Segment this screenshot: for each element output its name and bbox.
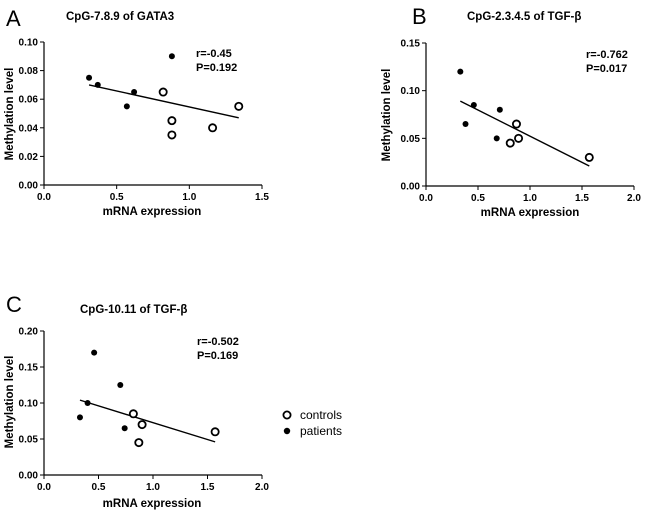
panel-c-ytick-label: 0.15 (19, 363, 39, 374)
panel-c-ylabel: Methylation level (4, 356, 16, 449)
panel-b-control-point (511, 119, 521, 129)
panel-a: A CpG-7.8.9 of GATA3 0.00 0.02 0.04 0.06 0.0… (4, 6, 269, 218)
panel-b-control-point (505, 138, 515, 148)
panel-c-patient-point (91, 349, 98, 356)
panel-b-regression-line (460, 100, 590, 167)
panel-c-ytick-label: 0.00 (19, 471, 39, 482)
legend: controls patients (282, 408, 342, 438)
panel-b-ytick-label: 0.10 (401, 86, 421, 97)
panel-c-xtick-label: 2.0 (255, 482, 269, 493)
panel-a-ytick-label: 0.08 (19, 66, 39, 77)
panel-b-xtick-label: 0.5 (471, 193, 485, 204)
panel-c-xlabel: mRNA expression (103, 498, 202, 510)
panel-a-patient-point (168, 53, 175, 60)
panel-b-xtick-label: 2.0 (627, 193, 641, 204)
panel-a-control-point (167, 116, 177, 126)
panel-a-p-value: P=0.192 (196, 62, 237, 74)
panel-a-xtick-label: 1.0 (182, 192, 196, 203)
panel-c-patient-point (76, 414, 83, 421)
panel-c-control-point (210, 427, 220, 437)
panel-b-xlabel: mRNA expression (481, 207, 580, 219)
panel-c-ytick-label: 0.05 (19, 435, 39, 446)
panel-a-ytick-label: 0.04 (19, 123, 39, 134)
panel-a-patient-point (131, 89, 138, 96)
panel-letter-b: B (412, 4, 427, 29)
panel-a-ytick-label: 0.10 (19, 38, 39, 49)
legend-controls-marker (282, 410, 292, 420)
panel-a-ytick-label: 0.00 (19, 181, 39, 192)
panel-b-patient-point (457, 68, 464, 75)
panel-a-xtick-label: 0.5 (110, 192, 124, 203)
legend-controls-label: controls (300, 408, 342, 422)
panel-c-patient-point (117, 382, 124, 388)
panel-c-control-point (128, 409, 138, 419)
panel-c-xtick-label: 1.0 (146, 482, 160, 493)
panel-b-control-point (514, 133, 524, 143)
panel-b-r-value: r=-0.762 (586, 49, 628, 61)
panel-c-xtick-label: 0.5 (92, 482, 106, 493)
panel-b-ylabel: Methylation level (381, 69, 393, 162)
panel-c-control-point (137, 420, 147, 430)
panel-b-title: CpG-2.3.4.5 of TGF-β (467, 11, 581, 23)
panel-b-xtick-label: 1.5 (575, 193, 589, 204)
panel-c-xtick-label: 0.0 (37, 482, 51, 493)
panel-b: B CpG-2.3.4.5 of TGF-β 0.00 0.05 0.10 0.15 0… (381, 4, 641, 219)
panel-a-regression-line (88, 84, 239, 119)
panel-c-r-value: r=-0.502 (197, 336, 239, 348)
panel-a-xlabel: mRNA expression (103, 206, 202, 218)
panel-b-xtick-label: 1.0 (523, 193, 537, 204)
panel-b-ytick-label: 0.15 (401, 39, 421, 50)
panel-a-ylabel: Methylation level (4, 68, 16, 161)
panel-a-ytick-label: 0.02 (19, 152, 39, 163)
panel-a-control-point (158, 87, 168, 97)
panel-a-patient-point (86, 74, 93, 81)
legend-patients-marker (283, 427, 291, 435)
panel-c-title: CpG-10.11 of TGF-β (80, 304, 187, 316)
panel-b-patient-point (470, 101, 477, 108)
panel-b-control-point (584, 152, 594, 162)
panel-letter-a: A (6, 6, 21, 31)
panel-c-patient-point (84, 400, 91, 406)
panel-b-ytick-label: 0.00 (401, 182, 421, 193)
panel-c: C CpG-10.11 of TGF-β 0.00 0.05 0.10 0.15 0.2… (4, 292, 269, 510)
panel-a-r-value: r=-0.45 (196, 48, 232, 60)
panel-b-patient-point (493, 135, 500, 142)
panel-a-patient-point (94, 81, 101, 88)
panel-c-ytick-label: 0.20 (19, 327, 39, 338)
panel-b-patient-point (462, 121, 469, 128)
panel-b-patient-point (496, 106, 503, 113)
panel-a-control-point (167, 130, 177, 140)
panel-c-regression-line (79, 399, 216, 443)
panel-c-p-value: P=0.169 (197, 350, 238, 362)
panel-a-xtick-label: 1.5 (255, 192, 269, 203)
panel-c-ytick-label: 0.10 (19, 399, 39, 410)
panel-c-xtick-label: 1.5 (201, 482, 215, 493)
legend-patients-label: patients (300, 424, 342, 438)
panel-a-title: CpG-7.8.9 of GATA3 (66, 11, 174, 23)
panel-a-control-point (208, 123, 218, 133)
panel-c-patient-point (121, 425, 128, 432)
panel-a-xtick-label: 0.0 (37, 192, 51, 203)
panel-b-p-value: P=0.017 (586, 63, 627, 75)
panel-a-ytick-label: 0.06 (19, 95, 39, 106)
panel-letter-c: C (6, 292, 22, 317)
panel-a-patient-point (123, 103, 130, 110)
panel-a-control-point (234, 101, 244, 111)
panel-c-control-point (134, 438, 144, 448)
panel-b-xtick-label: 0.0 (419, 193, 433, 204)
panel-b-ytick-label: 0.05 (401, 134, 421, 145)
